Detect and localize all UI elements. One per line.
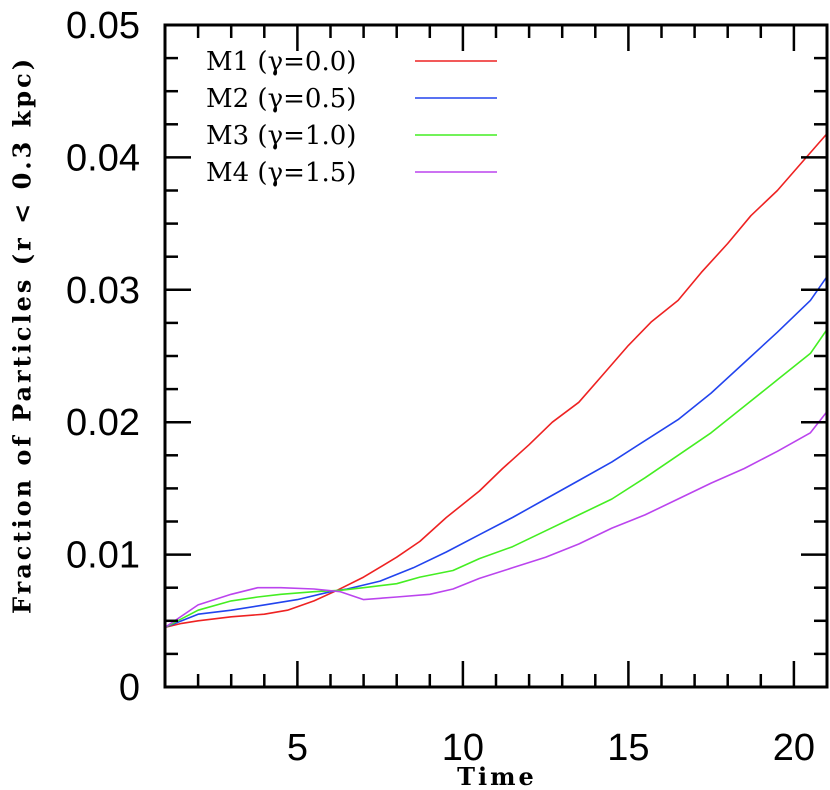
legend: M1 (γ=0.0) M2 (γ=0.5) M3 (γ=1.0) M4 (γ=1.5): [206, 47, 497, 188]
y-tick-label: 0.03: [66, 270, 140, 312]
y-tick-label: 0.05: [66, 5, 140, 47]
y-tick-label: 0.01: [66, 535, 140, 577]
x-tick-label: 15: [607, 727, 649, 769]
series-lines: [164, 133, 828, 629]
y-tick-label: 0.02: [66, 402, 140, 444]
legend-label: M2 (γ=0.5): [206, 84, 356, 114]
series-line-2: [164, 276, 828, 629]
y-tick-label: 0.04: [66, 137, 140, 179]
tick-labels: 5 10 15 20 0 0.01 0.02 0.03 0.04 0.05: [66, 5, 815, 769]
axis-ticks: [163, 23, 829, 689]
y-axis-label: Fraction of Particles (r < 0.3 kpc): [8, 56, 37, 614]
legend-label: M3 (γ=1.0): [206, 121, 356, 151]
x-tick-label: 5: [287, 727, 308, 769]
x-tick-label: 20: [773, 727, 815, 769]
series-line-3: [164, 329, 828, 629]
x-tick-label: 10: [442, 727, 484, 769]
series-line-1: [164, 133, 828, 629]
series-line-4: [164, 411, 828, 629]
y-tick-label: 0: [119, 667, 140, 709]
legend-label: M1 (γ=0.0): [206, 47, 356, 77]
legend-label: M4 (γ=1.5): [206, 158, 356, 188]
x-axis-label: Time: [457, 762, 537, 790]
